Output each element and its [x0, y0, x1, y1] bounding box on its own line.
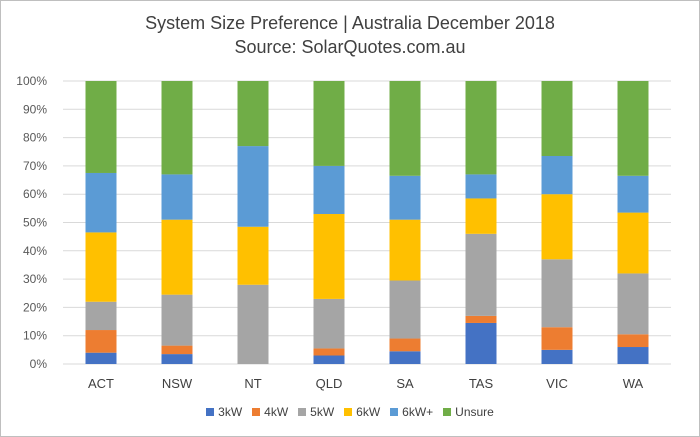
- bar-segment: [541, 259, 573, 328]
- x-tick-label: ACT: [88, 376, 114, 391]
- bar-segment: [313, 298, 345, 349]
- bar-segment: [465, 233, 497, 316]
- bar-segment: [161, 294, 193, 346]
- bar-segment: [85, 81, 117, 173]
- legend-swatch: [390, 407, 399, 416]
- bar-segment: [541, 155, 573, 195]
- bar-segment: [541, 349, 573, 364]
- y-tick-label: 30%: [23, 272, 47, 286]
- legend-swatch: [298, 407, 307, 416]
- bar-segment: [85, 352, 117, 364]
- y-tick-label: 90%: [23, 102, 47, 116]
- y-tick-label: 10%: [23, 329, 47, 343]
- legend-label: 3kW: [218, 404, 243, 419]
- bar-segment: [465, 315, 497, 323]
- bar-segment: [465, 81, 497, 175]
- bar-segment: [389, 338, 421, 352]
- chart-subtitle: Source: SolarQuotes.com.au: [234, 37, 466, 57]
- y-tick-label: 70%: [23, 159, 47, 173]
- y-tick-label: 20%: [23, 300, 47, 314]
- bar-segment: [313, 214, 345, 299]
- y-tick-label: 60%: [23, 187, 47, 201]
- bar-segment: [465, 322, 497, 364]
- bar-segment: [617, 334, 649, 348]
- chart-title: System Size Preference | Australia Decem…: [145, 13, 555, 33]
- chart-legend: 3kW 4kW 5kW 6kW 6kW+ Unsure: [1, 404, 699, 419]
- x-tick-label: NT: [244, 376, 261, 391]
- legend-label: 4kW: [264, 404, 289, 419]
- x-tick-label: SA: [396, 376, 414, 391]
- bar-segment: [389, 175, 421, 220]
- bar-segment: [541, 327, 573, 350]
- y-tick-label: 80%: [23, 131, 47, 145]
- y-tick-label: 40%: [23, 244, 47, 258]
- bar-segment: [161, 174, 193, 220]
- bar-segment: [85, 330, 117, 353]
- bar-segment: [313, 165, 345, 215]
- legend-item: 6kW: [344, 404, 380, 419]
- bar-segment: [465, 198, 497, 234]
- legend-label: 6kW: [356, 404, 381, 419]
- x-tick-label: QLD: [316, 376, 343, 391]
- legend-item: 5kW: [298, 404, 334, 419]
- legend-swatch: [443, 407, 452, 416]
- bar-segment: [465, 174, 497, 199]
- legend-label: Unsure: [455, 404, 494, 419]
- bar-segment: [389, 219, 421, 281]
- legend-swatch: [252, 407, 261, 416]
- bar-segment: [161, 354, 193, 364]
- bar-segment: [237, 81, 269, 147]
- legend-item: 4kW: [252, 404, 288, 419]
- y-tick-label: 100%: [16, 74, 47, 88]
- bar-segment: [389, 81, 421, 176]
- bar-segment: [85, 232, 117, 302]
- bar-segment: [389, 280, 421, 339]
- legend-swatch: [344, 407, 353, 416]
- bar-segment: [313, 81, 345, 166]
- bar-segment: [617, 347, 649, 364]
- bar-segment: [85, 301, 117, 331]
- bar-segment: [161, 219, 193, 295]
- legend-label: 5kW: [310, 404, 335, 419]
- bar-segment: [541, 81, 573, 156]
- x-tick-label: TAS: [469, 376, 494, 391]
- bar-segment: [389, 351, 421, 364]
- bar-segment: [617, 175, 649, 213]
- bar-segment: [313, 348, 345, 356]
- bar-segment: [237, 226, 269, 285]
- x-tick-label: VIC: [546, 376, 568, 391]
- bar-segment: [313, 355, 345, 364]
- chart-title-block: System Size Preference | Australia Decem…: [1, 11, 699, 59]
- bar-segment: [541, 194, 573, 260]
- legend-item: Unsure: [443, 404, 494, 419]
- legend-item: 6kW+: [390, 404, 433, 419]
- x-tick-label: WA: [623, 376, 644, 391]
- bar-segment: [617, 81, 649, 176]
- bar-segment: [617, 273, 649, 335]
- legend-swatch: [206, 407, 215, 416]
- legend-label: 6kW+: [402, 404, 434, 419]
- legend-item: 3kW: [206, 404, 242, 419]
- bar-segment: [161, 81, 193, 175]
- bar-segment: [85, 172, 117, 233]
- x-tick-label: NSW: [162, 376, 193, 391]
- bar-segment: [237, 146, 269, 227]
- y-tick-label: 50%: [23, 216, 47, 230]
- bar-segment: [161, 345, 193, 355]
- bar-segment: [237, 284, 269, 364]
- y-tick-label: 0%: [30, 357, 48, 371]
- bar-segment: [617, 212, 649, 274]
